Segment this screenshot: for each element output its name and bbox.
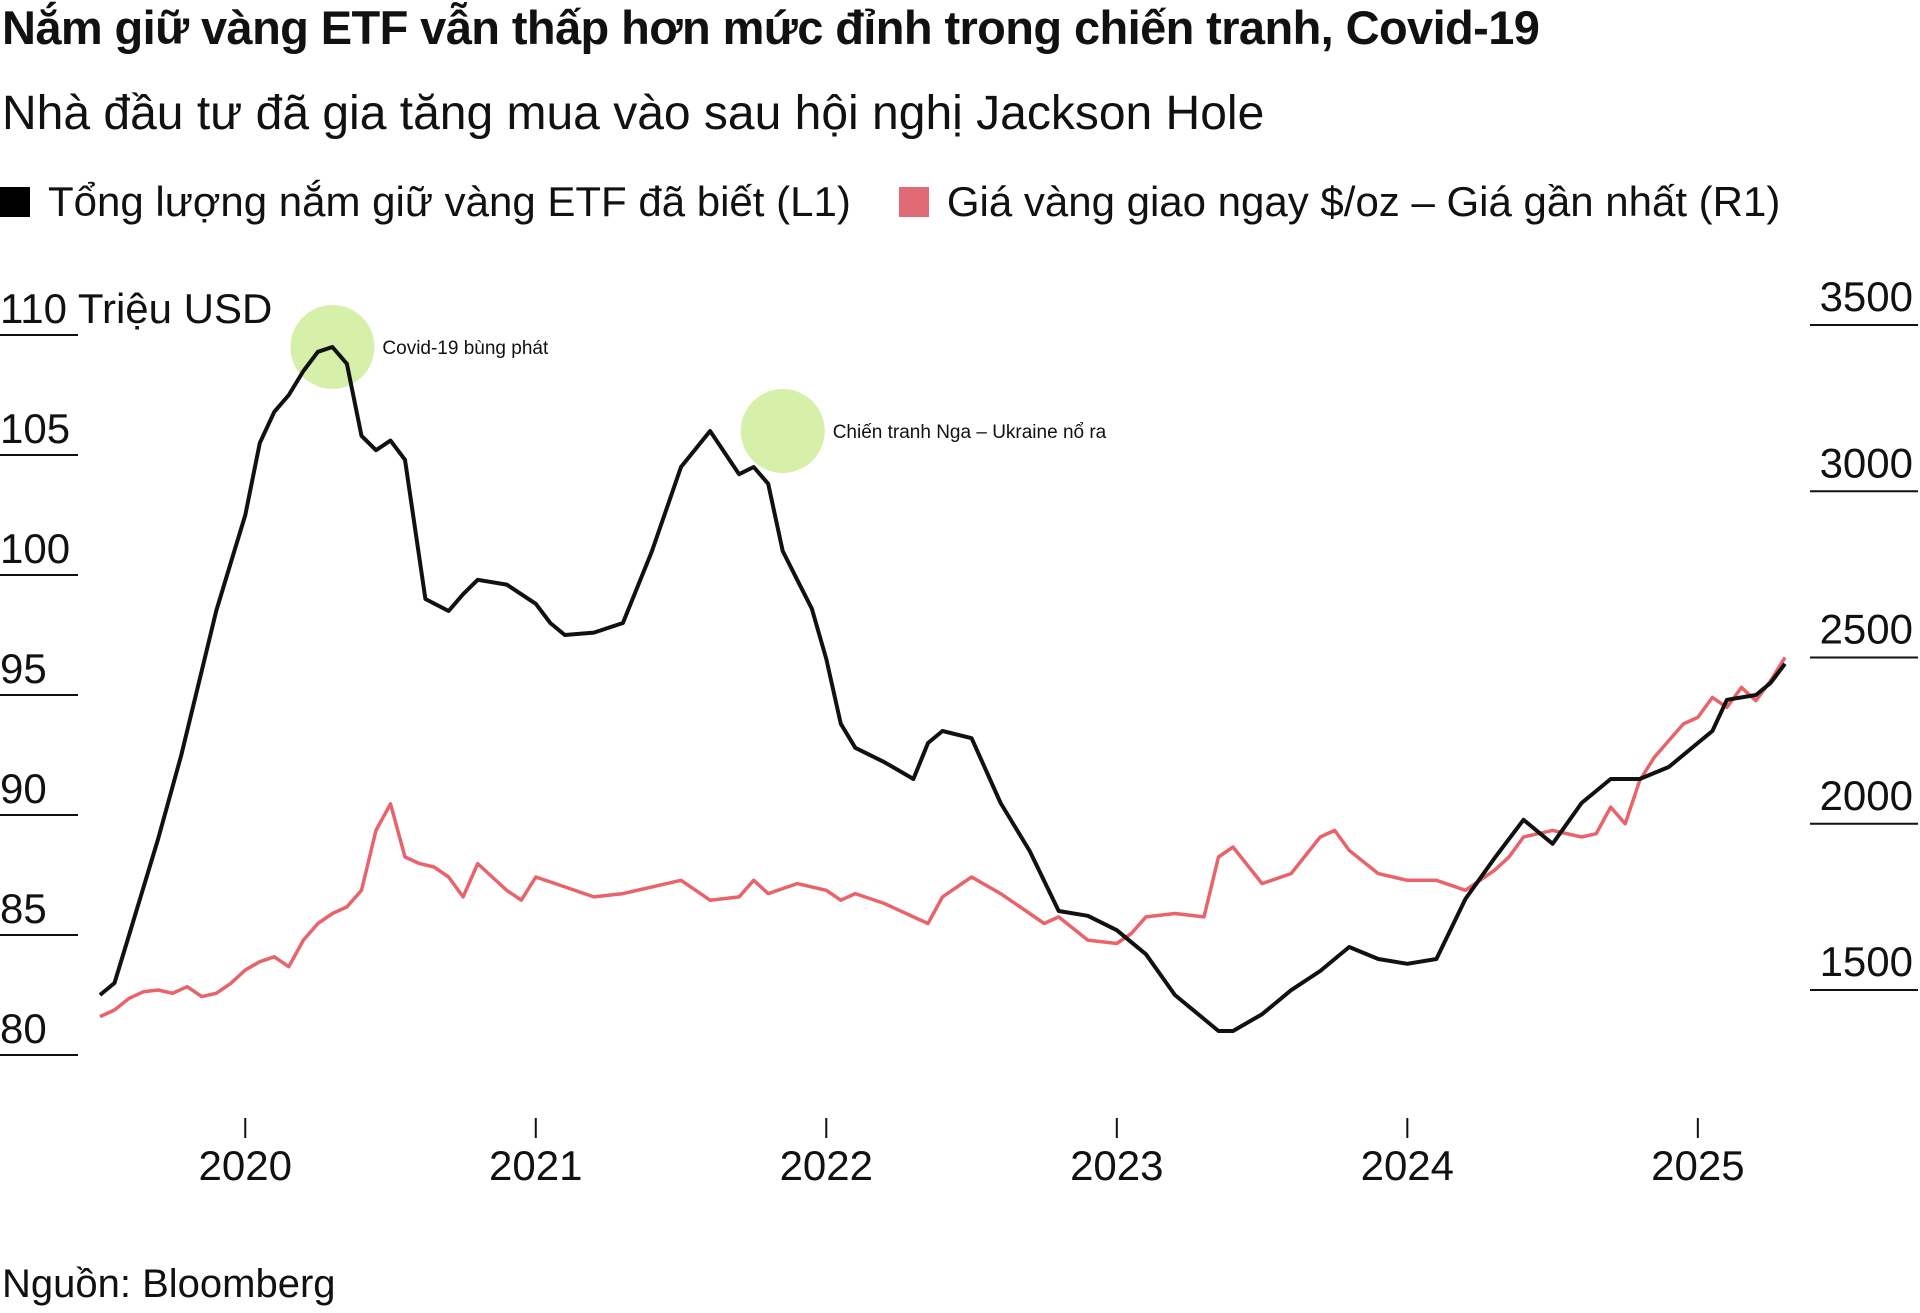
left-axis-tick-label: 95 (0, 645, 47, 692)
left-axis-tick-label: 85 (0, 885, 47, 932)
annotation-covid: Covid-19 bùng phát (382, 338, 549, 359)
legend: Tổng lượng nắm giữ vàng ETF đã biết (L1)… (0, 178, 1780, 226)
chart-title: Nắm giữ vàng ETF vẫn thấp hơn mức đỉnh t… (2, 1, 1540, 54)
legend-item-gold: Giá vàng giao ngay $/oz – Giá gần nhất (… (898, 178, 1781, 226)
legend-item-etf: Tổng lượng nắm giữ vàng ETF đã biết (L1) (0, 178, 851, 226)
legend-label-gold: Giá vàng giao ngay $/oz – Giá gần nhất (… (946, 178, 1781, 225)
right-axis-tick-label: 3000 (1820, 439, 1913, 486)
source-note: Nguồn: Bloomberg (2, 1262, 336, 1306)
chart-subtitle: Nhà đầu tư đã gia tăng mua vào sau hội n… (2, 87, 1265, 140)
legend-swatch-etf (0, 187, 30, 217)
legend-swatch-gold (898, 187, 929, 217)
x-axis-tick-label: 2022 (780, 1142, 873, 1189)
annotation-war: Chiến tranh Nga – Ukraine nổ ra (833, 422, 1107, 443)
etf-holdings-line (98, 345, 1787, 1033)
left-axis-tick-label: 80 (0, 1005, 47, 1052)
x-axis-tick-label: 2025 (1651, 1142, 1744, 1189)
x-axis-tick-label: 2023 (1070, 1142, 1163, 1189)
right-axis-tick-label: 2000 (1820, 772, 1913, 819)
left-axis-tick-label: 105 (0, 405, 70, 452)
x-axis-tick-label: 2024 (1361, 1142, 1454, 1189)
legend-label-etf: Tổng lượng nắm giữ vàng ETF đã biết (L1) (48, 178, 851, 225)
right-axis-tick-label: 1500 (1820, 938, 1913, 985)
left-axis-tick-label: 90 (0, 765, 47, 812)
x-axis-tick-label: 2021 (489, 1142, 582, 1189)
x-axis-tick-label: 2020 (199, 1142, 292, 1189)
gold-price-line (99, 656, 1787, 1019)
left-axis-tick-label: 100 (0, 525, 70, 572)
right-axis-tick-label: 3500 (1820, 273, 1913, 320)
right-axis-tick-label: 2500 (1820, 606, 1913, 653)
annotation-highlight-circle (740, 389, 825, 473)
left-axis-tick-label: 110 Triệu USD (0, 285, 272, 332)
